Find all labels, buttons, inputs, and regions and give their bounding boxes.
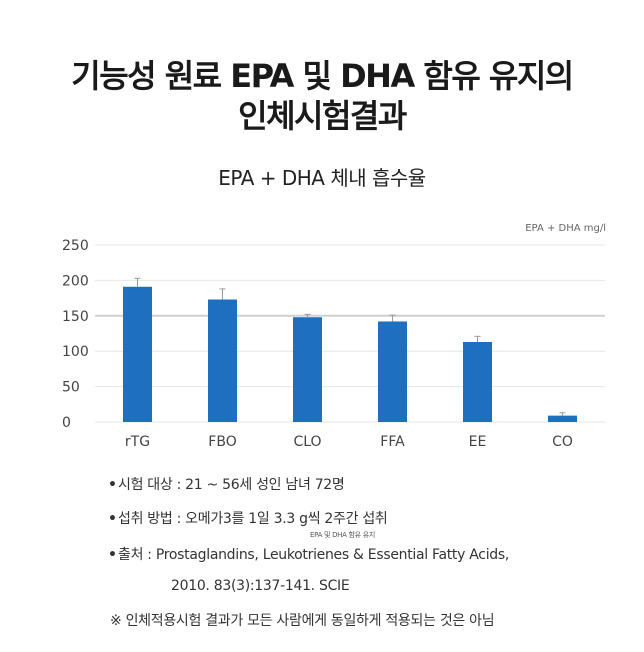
y-tick-label: 200 xyxy=(62,273,89,289)
disclaimer: ※ 인체적용시험 결과가 모든 사람에게 동일하게 적용되는 것은 아님 xyxy=(110,613,495,629)
bar xyxy=(293,317,322,422)
bullet: • xyxy=(108,547,117,563)
note-intake: •섭취 방법 : 오메가3를 1일 3.3 g씩 2주간 섭취 xyxy=(108,511,388,527)
bullet: • xyxy=(108,511,117,527)
y-tick-label: 50 xyxy=(62,380,80,396)
x-tick-label: rTG xyxy=(125,434,150,450)
y-tick-label: 250 xyxy=(62,238,89,254)
x-tick-label: FFA xyxy=(380,434,405,450)
x-tick-label: CLO xyxy=(293,434,321,450)
x-tick-label: FBO xyxy=(208,434,236,450)
note-source-detail: 2010. 83(3):137-141. SCIE xyxy=(171,578,350,594)
chart-title: EPA + DHA 체내 흡수율 xyxy=(218,166,426,190)
page-title: 기능성 원료 EPA 및 DHA 함유 유지의 인체시험결과 xyxy=(0,56,644,136)
x-tick-label: EE xyxy=(469,434,487,450)
y-tick-label: 100 xyxy=(62,344,89,360)
bullet: • xyxy=(108,477,117,493)
bar xyxy=(123,286,152,422)
bar xyxy=(548,415,577,422)
note-source: •출처 : Prostaglandins, Leukotrienes & Ess… xyxy=(108,547,510,563)
bar xyxy=(208,299,237,422)
y-tick-label: 0 xyxy=(62,415,71,431)
y-tick-label: 150 xyxy=(62,309,89,325)
title-line-1: 기능성 원료 EPA 및 DHA 함유 유지의 xyxy=(71,57,574,95)
note-subjects: •시험 대상 : 21 ~ 56세 성인 남녀 72명 xyxy=(108,477,345,493)
bar xyxy=(463,341,492,422)
x-tick-label: CO xyxy=(552,434,573,450)
bar-chart: 0 50 100 150 200 250 rTG FBO CLO FFA EE CO xyxy=(62,238,605,450)
note-intake-small: EPA 및 DHA 함유 유지 xyxy=(310,531,376,539)
bar xyxy=(378,321,407,422)
title-line-2: 인체시험결과 xyxy=(238,97,407,135)
unit-label: EPA + DHA mg/l xyxy=(525,223,606,234)
